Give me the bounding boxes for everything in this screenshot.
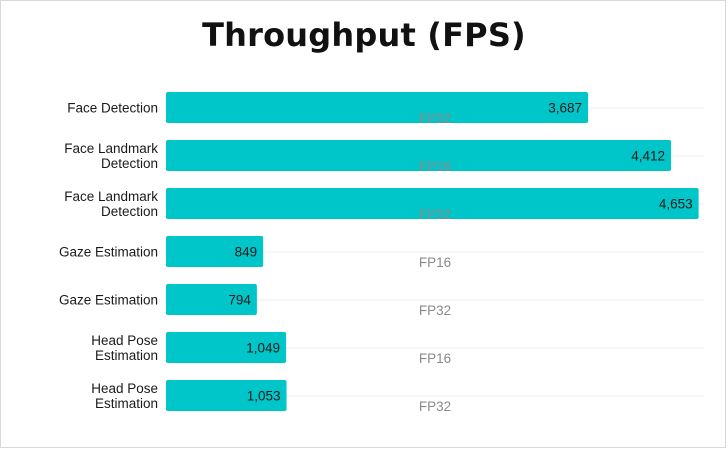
- precision-label: FP32: [419, 111, 451, 126]
- value-label: 1,053: [247, 389, 281, 404]
- category-label: Head Pose: [91, 333, 158, 348]
- category-label: Face Detection: [67, 101, 158, 116]
- category-label: Detection: [101, 204, 158, 219]
- category-label: Face Landmark: [64, 189, 158, 204]
- chart-title: Throughput (FPS): [202, 16, 526, 54]
- precision-label: FP32: [419, 207, 451, 222]
- bar: [166, 380, 287, 411]
- precision-label: FP16: [419, 159, 451, 174]
- category-label: Estimation: [95, 348, 158, 363]
- bar: [166, 92, 589, 123]
- value-label: 849: [235, 245, 258, 260]
- category-label: Gaze Estimation: [59, 245, 158, 260]
- value-label: 4,653: [659, 197, 693, 212]
- precision-label: FP16: [419, 351, 451, 366]
- precision-label: FP32: [419, 399, 451, 414]
- value-label: 3,687: [548, 101, 582, 116]
- category-label: Face Landmark: [64, 141, 158, 156]
- bar: [166, 236, 264, 267]
- value-label: 1,049: [246, 341, 280, 356]
- category-label: Detection: [101, 156, 158, 171]
- bar: [166, 332, 287, 363]
- bar: [166, 140, 672, 171]
- category-label: Estimation: [95, 396, 158, 411]
- bar: [166, 188, 699, 219]
- value-label: 4,412: [631, 149, 665, 164]
- category-label: Head Pose: [91, 381, 158, 396]
- precision-label: FP16: [419, 255, 451, 270]
- value-label: 794: [228, 293, 251, 308]
- precision-label: FP32: [419, 303, 451, 318]
- bar: [166, 284, 257, 315]
- category-label: Gaze Estimation: [59, 293, 158, 308]
